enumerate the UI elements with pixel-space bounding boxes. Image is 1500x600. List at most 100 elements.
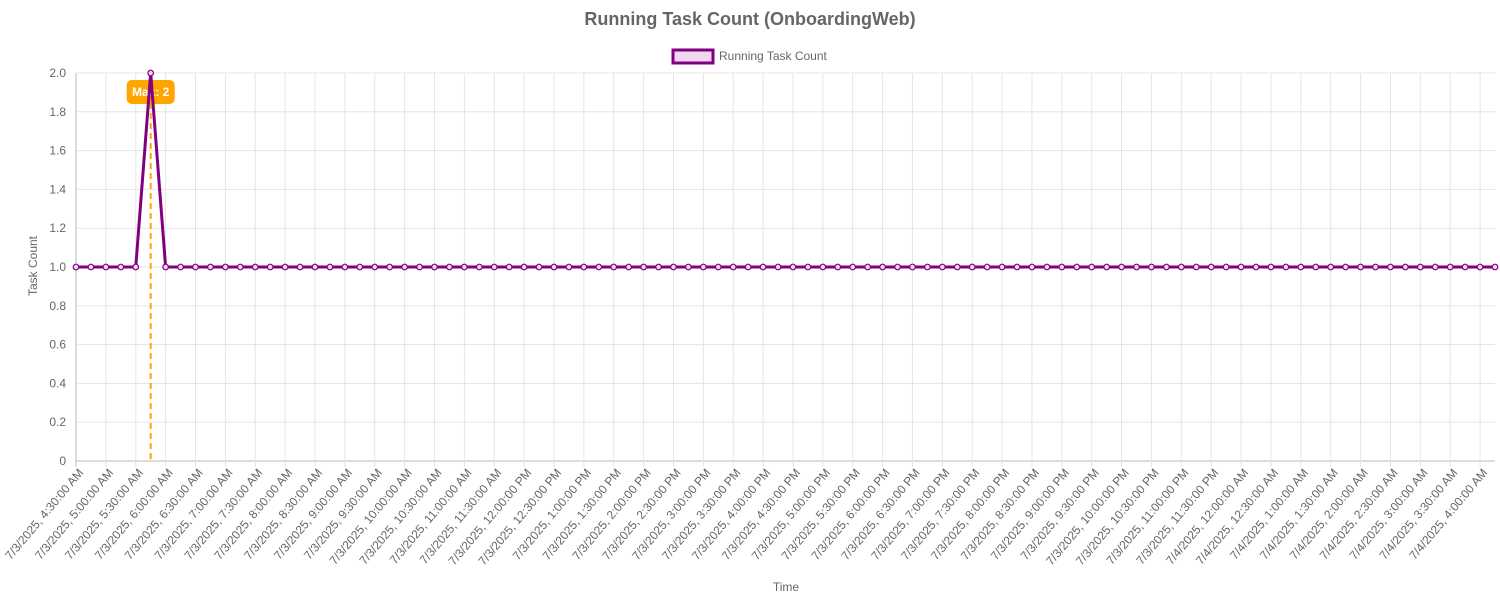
data-point[interactable]	[924, 263, 931, 271]
data-point[interactable]	[580, 263, 588, 271]
data-point[interactable]	[1387, 263, 1394, 271]
data-point[interactable]	[341, 263, 349, 271]
data-point[interactable]	[1491, 263, 1499, 271]
data-point[interactable]	[356, 263, 364, 271]
data-point[interactable]	[1431, 263, 1439, 271]
data-point[interactable]	[774, 263, 782, 271]
data-point[interactable]	[1177, 263, 1185, 271]
data-point[interactable]	[610, 263, 618, 271]
data-point[interactable]	[1312, 263, 1320, 271]
data-point[interactable]	[1476, 263, 1484, 271]
data-point[interactable]	[1282, 263, 1290, 271]
y-tick-label: 1.6	[49, 144, 66, 158]
data-point[interactable]	[236, 263, 244, 271]
data-point[interactable]	[401, 263, 409, 271]
data-point[interactable]	[1058, 263, 1066, 271]
data-point[interactable]	[909, 263, 916, 271]
data-point[interactable]	[1297, 263, 1305, 271]
data-point[interactable]	[431, 263, 438, 271]
data-point[interactable]	[655, 263, 662, 271]
data-point[interactable]	[864, 263, 872, 271]
data-point[interactable]	[550, 263, 558, 271]
data-point[interactable]	[1103, 263, 1111, 271]
legend[interactable]: Running Task Count	[671, 48, 828, 65]
data-point[interactable]	[102, 263, 110, 271]
data-point[interactable]	[192, 263, 199, 271]
data-point[interactable]	[938, 263, 946, 271]
data-point[interactable]	[460, 263, 468, 271]
data-point[interactable]	[386, 263, 394, 271]
data-point[interactable]	[849, 263, 857, 271]
data-point[interactable]	[117, 263, 125, 271]
data-point[interactable]	[670, 263, 677, 271]
data-point[interactable]	[953, 263, 961, 271]
data-point[interactable]	[565, 263, 573, 271]
data-point[interactable]	[640, 263, 647, 271]
data-point[interactable]	[1207, 263, 1215, 271]
data-point[interactable]	[819, 263, 827, 271]
data-point[interactable]	[505, 263, 513, 271]
data-point[interactable]	[759, 263, 767, 271]
data-point[interactable]	[998, 263, 1006, 271]
data-point[interactable]	[281, 263, 289, 271]
data-point[interactable]	[1267, 263, 1275, 271]
data-point[interactable]	[1342, 263, 1350, 271]
data-point[interactable]	[371, 263, 379, 271]
data-point[interactable]	[1446, 263, 1454, 271]
data-point[interactable]	[535, 263, 543, 271]
data-point[interactable]	[1357, 263, 1364, 271]
data-point[interactable]	[221, 263, 229, 271]
data-point[interactable]	[446, 263, 453, 271]
data-point[interactable]	[177, 263, 184, 271]
data-point[interactable]	[1237, 263, 1245, 271]
data-point[interactable]	[1372, 263, 1379, 271]
data-point[interactable]	[132, 263, 140, 271]
data-point[interactable]	[804, 263, 812, 271]
data-point[interactable]	[729, 263, 737, 271]
data-point[interactable]	[162, 263, 170, 271]
data-point[interactable]	[834, 263, 842, 271]
data-point[interactable]	[490, 263, 498, 271]
data-point[interactable]	[1013, 263, 1021, 271]
data-point[interactable]	[968, 263, 976, 271]
data-point[interactable]	[1416, 263, 1424, 271]
data-point[interactable]	[1192, 263, 1200, 271]
data-point[interactable]	[475, 263, 483, 271]
data-point[interactable]	[311, 263, 319, 271]
data-point[interactable]	[983, 263, 991, 271]
data-point[interactable]	[1327, 263, 1335, 271]
data-point[interactable]	[1133, 263, 1140, 271]
data-point[interactable]	[1088, 263, 1096, 271]
data-point[interactable]	[1028, 263, 1036, 271]
data-point[interactable]	[625, 263, 633, 271]
data-point[interactable]	[207, 263, 214, 271]
data-point[interactable]	[1118, 263, 1125, 271]
data-point[interactable]	[147, 69, 155, 77]
data-point[interactable]	[1252, 263, 1260, 271]
legend-swatch[interactable]	[671, 48, 715, 65]
data-point[interactable]	[685, 263, 692, 271]
data-point[interactable]	[1222, 263, 1230, 271]
data-point[interactable]	[251, 263, 259, 271]
data-point[interactable]	[894, 263, 901, 271]
data-point[interactable]	[1148, 263, 1155, 271]
data-point[interactable]	[879, 263, 886, 271]
data-point[interactable]	[595, 263, 603, 271]
data-point[interactable]	[296, 263, 304, 271]
data-point[interactable]	[744, 263, 752, 271]
data-point[interactable]	[520, 263, 528, 271]
data-point[interactable]	[699, 263, 707, 271]
data-point[interactable]	[87, 263, 95, 271]
data-point[interactable]	[714, 263, 722, 271]
legend-label[interactable]: Running Task Count	[719, 49, 828, 63]
data-point[interactable]	[326, 263, 334, 271]
data-point[interactable]	[416, 263, 423, 271]
data-point[interactable]	[1043, 263, 1051, 271]
data-point[interactable]	[1401, 263, 1409, 271]
data-point[interactable]	[72, 263, 80, 271]
data-point[interactable]	[1461, 263, 1469, 271]
data-point[interactable]	[1162, 263, 1170, 271]
data-point[interactable]	[1073, 263, 1081, 271]
data-point[interactable]	[266, 263, 274, 271]
data-point[interactable]	[789, 263, 797, 271]
